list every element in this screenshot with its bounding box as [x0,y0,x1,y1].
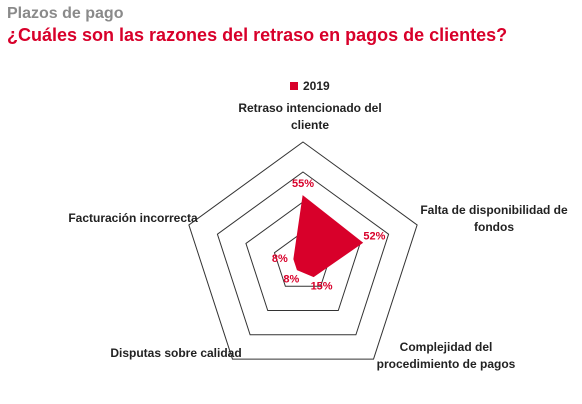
value-label-1: 55% [292,178,314,190]
chart-title: ¿Cuáles son las razones del retraso en p… [7,25,508,45]
value-label-3: 15% [311,280,333,292]
legend: 2019 [290,79,330,93]
radar-series [293,195,364,278]
grid-ring-4 [188,141,418,360]
axis-labels: Retraso intencionado del cliente Falta de … [68,101,568,371]
axis-label-1: Retraso intencionado del cliente [238,101,381,132]
axis-label-5: Facturación incorrecta [68,211,198,225]
chart-supertitle: Plazos de pago [7,5,124,22]
grid-ring-3 [216,171,390,336]
series-area-2019 [293,195,364,278]
value-label-2: 52% [363,231,385,243]
axis-label-3: Complejidad del procedimiento de pagos [377,340,516,371]
legend-swatch-2019 [290,82,298,90]
value-label-5: 8% [272,253,288,265]
axis-label-4: Disputas sobre calidad [110,346,241,360]
value-label-4: 8% [283,274,299,286]
value-labels: 55% 52% 15% 8% 8% [272,178,386,293]
legend-label-2019: 2019 [303,79,330,93]
axis-label-2: Falta de disponibilidad de fondos [420,203,568,234]
